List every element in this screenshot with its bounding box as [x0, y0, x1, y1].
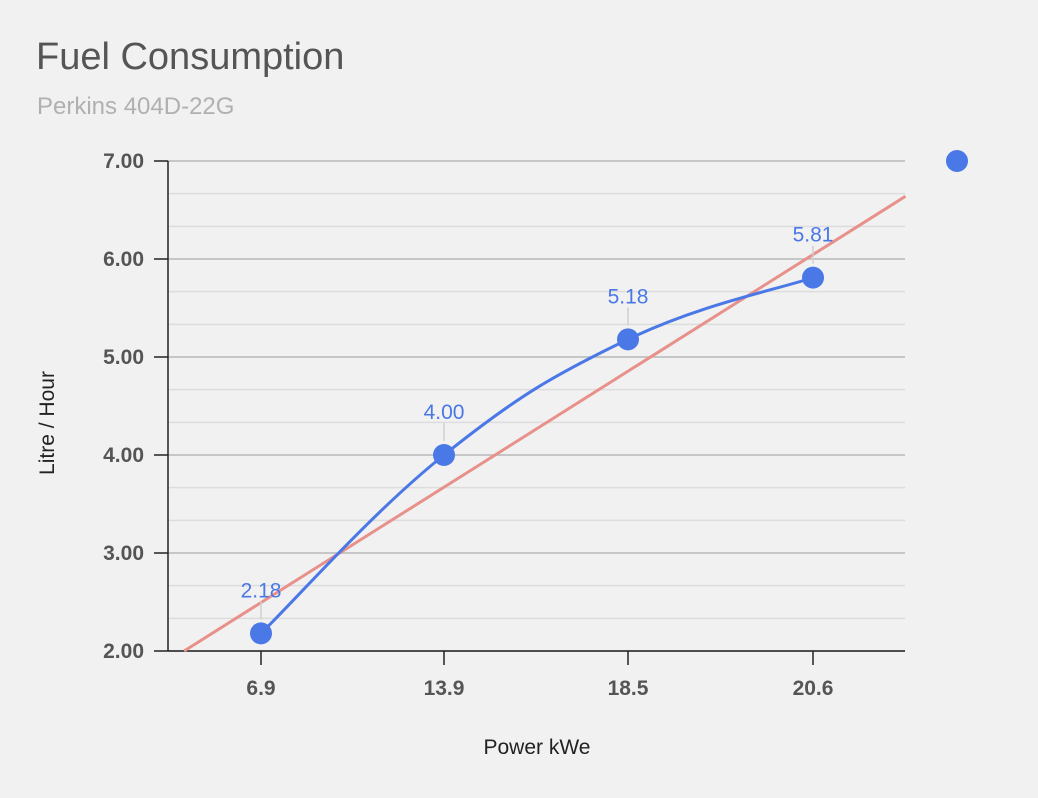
data-label: 5.81 [793, 224, 834, 247]
data-label: 5.18 [608, 285, 649, 308]
chart-title: Fuel Consumption [36, 36, 345, 78]
trendline [183, 195, 907, 653]
y-tick-label: 5.00 [103, 346, 144, 369]
x-tick-label: 20.6 [793, 677, 834, 700]
data-point [617, 328, 639, 351]
data-point [250, 622, 272, 645]
chart-subtitle: Perkins 404D-22G [37, 93, 235, 120]
y-tick-label: 3.00 [103, 542, 144, 565]
y-tick-label: 7.00 [103, 150, 144, 173]
y-tick-label: 2.00 [103, 640, 144, 663]
data-point [802, 266, 824, 289]
x-tick-label: 13.9 [424, 677, 465, 700]
y-tick-label: 4.00 [103, 444, 144, 467]
y-axis-title: Litre / Hour [36, 371, 59, 475]
x-tick-label: 6.9 [246, 677, 275, 700]
series-line [259, 276, 814, 635]
y-tick-label: 6.00 [103, 248, 144, 271]
trendline-layer [183, 195, 907, 653]
data-label: 2.18 [241, 579, 282, 602]
x-axis-title: Power kWe [484, 736, 591, 759]
x-tick-label: 18.5 [608, 677, 649, 700]
legend-marker [946, 150, 968, 172]
data-label: 4.00 [424, 401, 465, 424]
axes: 2.00 3.00 4.00 5.00 6.00 7.00 6.9 13.9 18.5 20.6 [103, 150, 968, 700]
labels-layer: 2.18 4.00 5.18 5.81 [241, 224, 834, 620]
series-layer [250, 266, 824, 645]
data-point [433, 444, 455, 466]
